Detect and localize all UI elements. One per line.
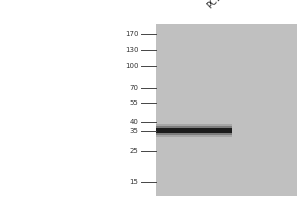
Text: 55: 55 <box>130 100 138 106</box>
Text: 100: 100 <box>125 63 138 69</box>
Bar <box>156 24 297 196</box>
Text: 130: 130 <box>125 47 138 53</box>
Bar <box>156 124 232 137</box>
Text: 70: 70 <box>129 85 138 91</box>
Text: 15: 15 <box>129 179 138 185</box>
Text: 40: 40 <box>129 119 138 125</box>
Bar <box>156 128 232 133</box>
Text: 35: 35 <box>129 128 138 134</box>
Bar <box>156 126 232 135</box>
Text: 25: 25 <box>130 148 138 154</box>
Text: PC12: PC12 <box>205 0 226 10</box>
Text: 170: 170 <box>125 31 138 37</box>
